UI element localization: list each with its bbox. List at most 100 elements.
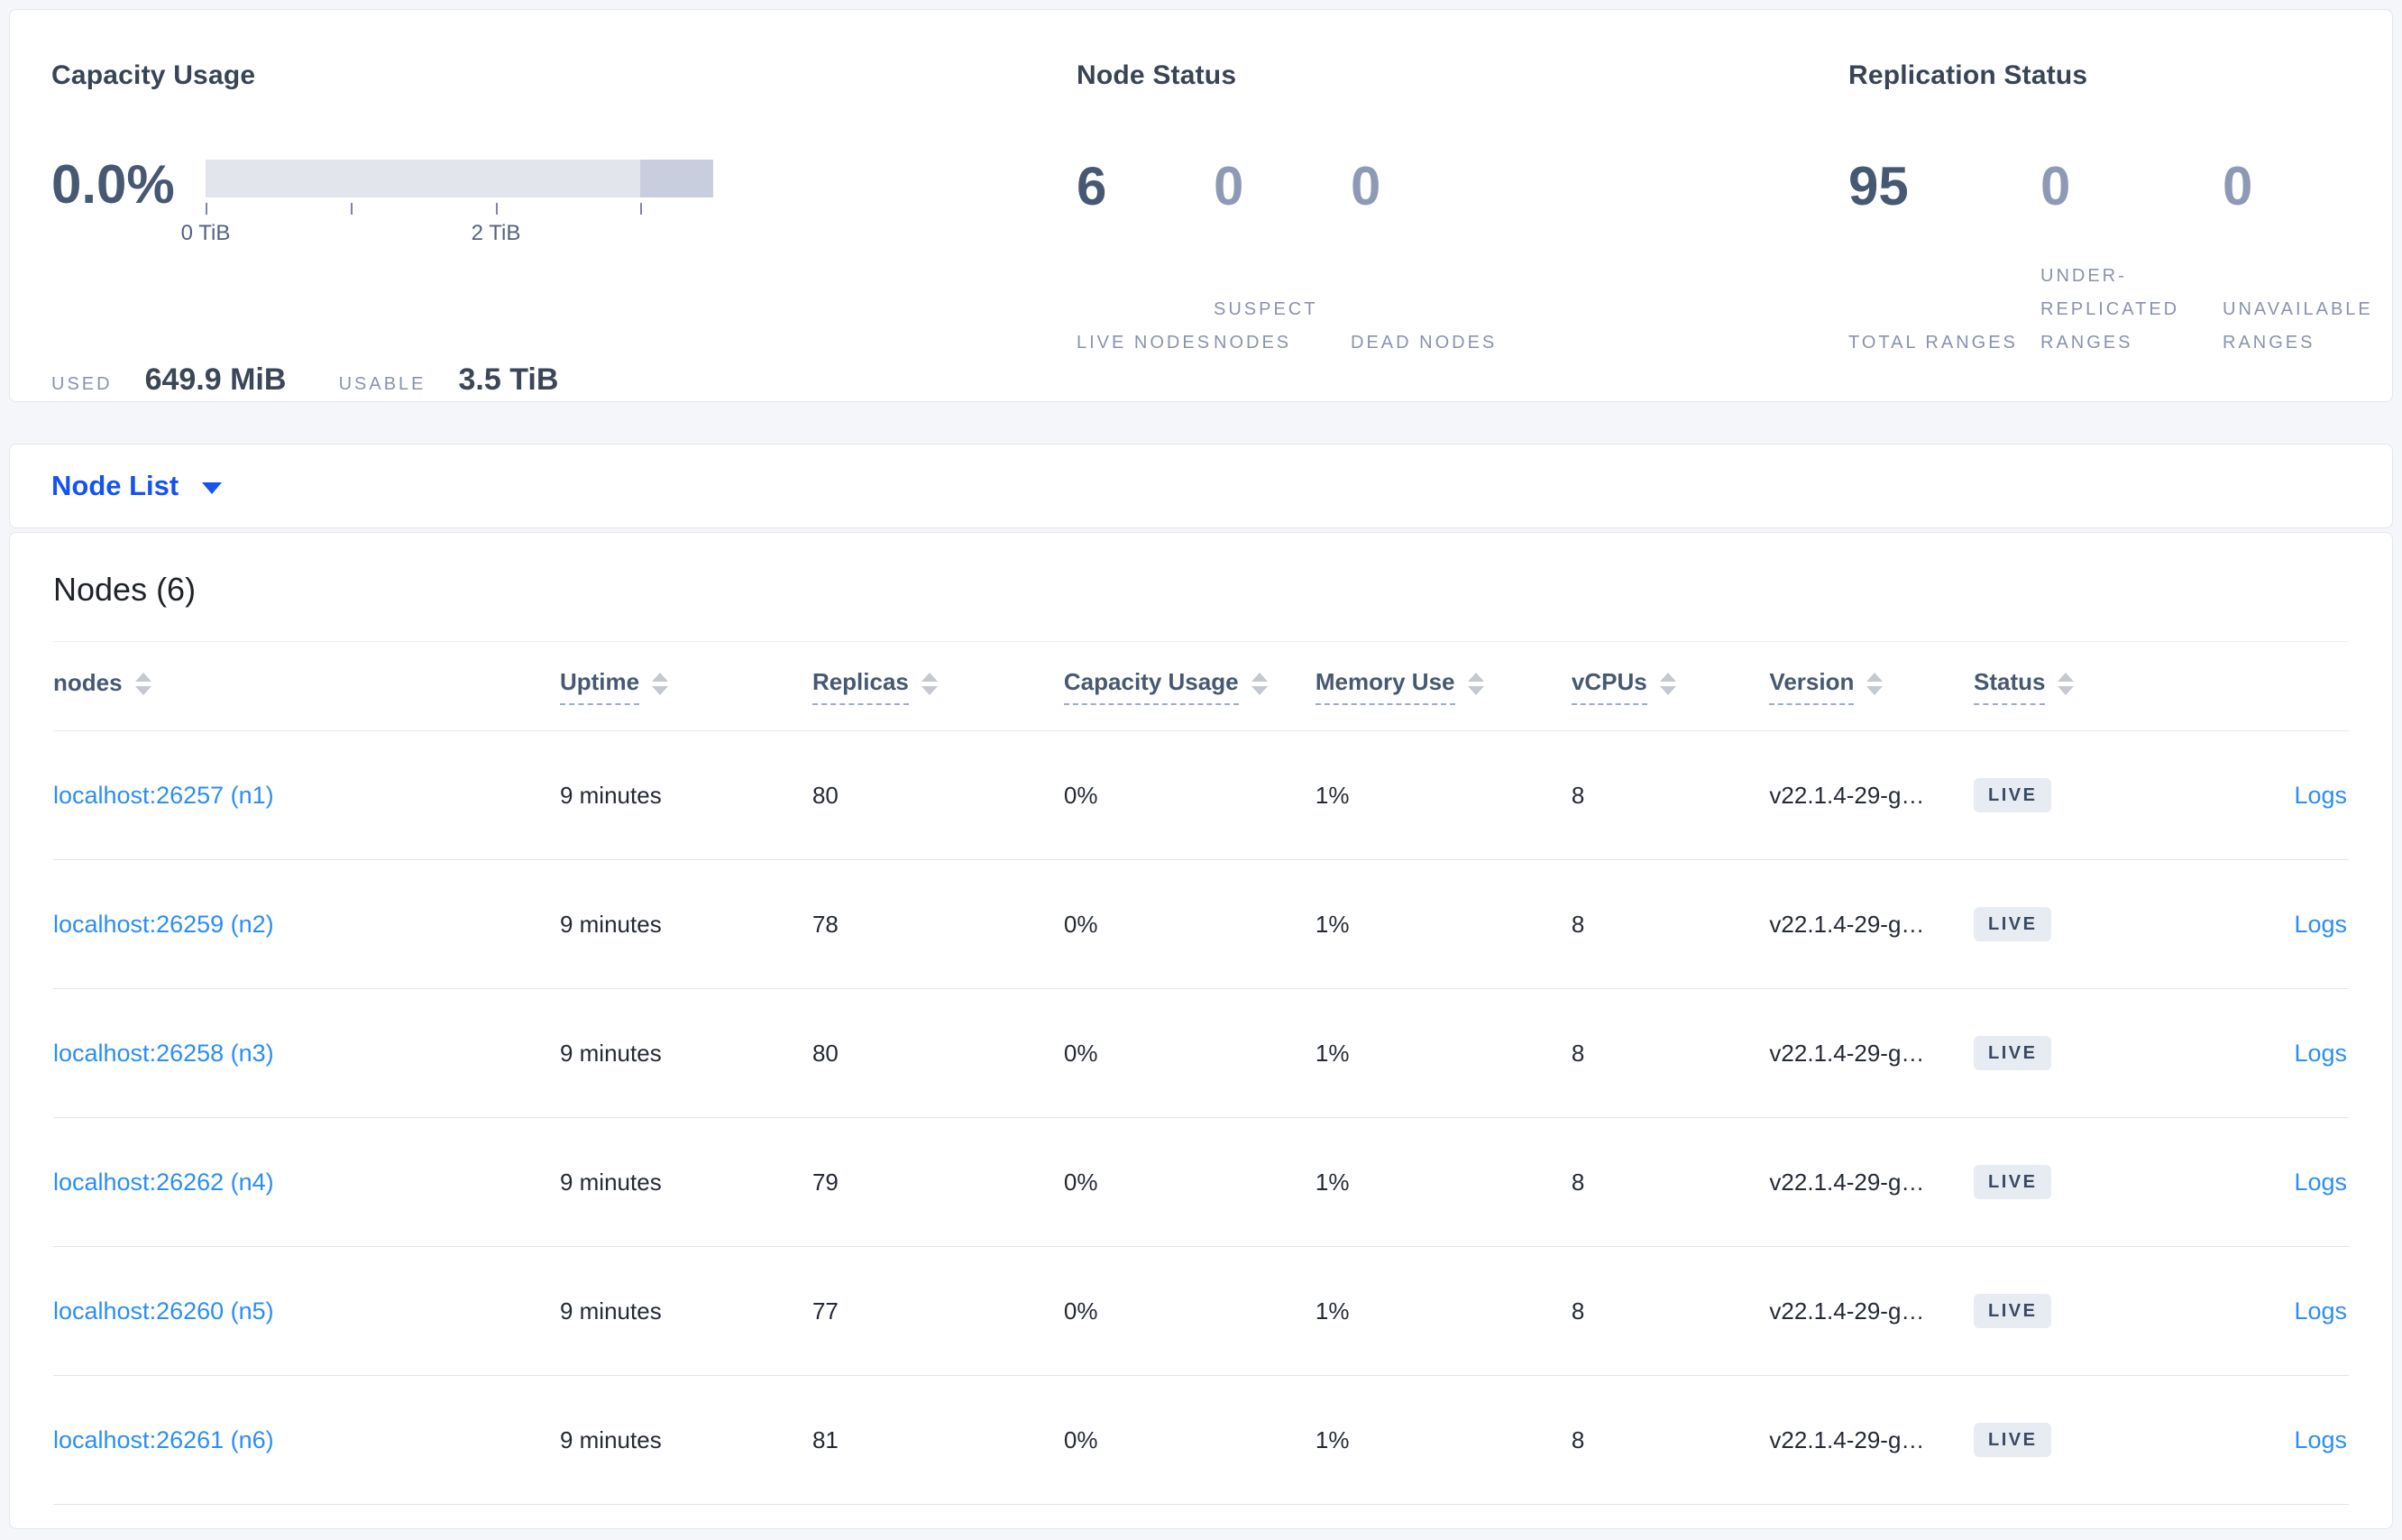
column-header-version[interactable]: Version [1769,641,1975,731]
table-row: localhost:26262 (n4) 9 minutes 79 0% 1% … [53,1117,2349,1247]
live-nodes-stat: 6 LIVE NODES [1077,160,1214,360]
capacity-axis-labels: 0 TiB 2 TiB [181,221,713,246]
node-address-link[interactable]: localhost:26260 (n5) [53,1297,274,1325]
node-status-title: Node Status [1077,60,1237,90]
replication-status-section: Replication Status 95 TOTAL RANGES 0 UND… [1848,10,2389,401]
dead-nodes-stat: 0 DEAD NODES [1351,160,1513,360]
total-ranges-stat: 95 TOTAL RANGES [1848,160,2040,360]
under-replicated-ranges-value: 0 [2040,156,2071,216]
table-row: localhost:26260 (n5) 9 minutes 77 0% 1% … [53,1246,2349,1376]
header-row: nodes Uptime Replicas Capacity Usage Memory … [53,641,2349,731]
status-badge: LIVE [1974,907,2052,941]
replicas-cell: 77 [811,1246,1064,1376]
node-status-section: Node Status 6 LIVE NODES 0 SUSPECT NODES… [1077,10,1816,401]
logs-link[interactable]: Logs [2294,1168,2347,1196]
version-cell: v22.1.4-29-g… [1769,1246,1975,1376]
under-replicated-ranges-stat: 0 UNDER-REPLICATED RANGES [2040,160,2223,360]
column-header-label: vCPUs [1571,668,1647,705]
logs-link[interactable]: Logs [2294,1039,2347,1067]
vcpus-cell: 8 [1571,988,1770,1118]
live-nodes-value: 6 [1077,156,1107,216]
vcpus-cell: 8 [1571,1375,1770,1505]
vcpus-cell: 8 [1571,1246,1770,1376]
suspect-nodes-label: SUSPECT NODES [1214,299,1318,353]
capacity-usage-section: Capacity Usage 0.0% 0 TiB 2 TiB USED 649.… [51,10,1043,401]
capacity-usage-cell: 0% [1063,1375,1316,1505]
version-cell: v22.1.4-29-g… [1769,730,1975,860]
column-header-capacity-usage[interactable]: Capacity Usage [1063,641,1316,731]
logs-link[interactable]: Logs [2294,910,2347,938]
uptime-cell: 9 minutes [559,1246,812,1376]
capacity-usage-cell: 0% [1063,1246,1316,1376]
version-cell: v22.1.4-29-g… [1769,1375,1975,1505]
replicas-cell: 79 [811,1117,1064,1247]
column-header-nodes[interactable]: nodes [53,641,560,731]
column-header-status[interactable]: Status [1974,641,2219,731]
replicas-cell: 81 [811,1375,1064,1505]
sort-icon[interactable] [1467,672,1484,695]
chevron-down-icon [202,481,223,494]
sort-icon[interactable] [1251,672,1268,695]
node-address-link[interactable]: localhost:26261 (n6) [53,1425,274,1453]
node-address-link[interactable]: localhost:26257 (n1) [53,781,274,809]
capacity-usage-title: Capacity Usage [51,60,256,90]
nodes-table: nodes Uptime Replicas Capacity Usage Memory … [53,641,2349,1505]
nodes-table-header: nodes Uptime Replicas Capacity Usage Memory … [53,641,2349,731]
node-address-link[interactable]: localhost:26262 (n4) [53,1168,274,1196]
table-row: localhost:26258 (n3) 9 minutes 80 0% 1% … [53,988,2349,1118]
dead-nodes-label: DEAD NODES [1351,333,1498,353]
column-header-label: Uptime [559,668,640,705]
status-badge: LIVE [1974,1294,2052,1328]
status-badge: LIVE [1974,778,2052,812]
uptime-cell: 9 minutes [559,1375,812,1505]
node-list-dropdown-label: Node List [51,470,179,501]
vcpus-cell: 8 [1571,859,1770,989]
sort-icon[interactable] [2058,672,2075,695]
column-header-replicas[interactable]: Replicas [811,641,1064,731]
status-badge: LIVE [1974,1423,2052,1457]
sort-icon[interactable] [921,672,938,695]
sort-icon[interactable] [652,672,669,695]
replicas-cell: 80 [811,730,1064,860]
axis-tick [639,203,642,215]
sort-icon[interactable] [1659,672,1676,695]
cluster-summary-panel: Capacity Usage 0.0% 0 TiB 2 TiB USED 649.… [9,9,2393,402]
column-header-label: Capacity Usage [1063,668,1239,705]
column-header-uptime[interactable]: Uptime [559,641,812,731]
sort-icon[interactable] [1866,672,1884,695]
suspect-nodes-value: 0 [1214,156,1244,216]
logs-link[interactable]: Logs [2294,1297,2347,1325]
axis-tick [496,203,499,215]
column-header-memory-use[interactable]: Memory Use [1315,641,1572,731]
axis-tick [206,203,207,215]
total-ranges-value: 95 [1848,156,1909,216]
node-list-dropdown[interactable]: Node List [51,470,223,502]
status-badge: LIVE [1974,1036,2052,1070]
view-selector-panel: Node List [9,444,2393,528]
table-row: localhost:26259 (n2) 9 minutes 78 0% 1% … [53,859,2349,989]
column-header-empty [2218,641,2349,731]
version-cell: v22.1.4-29-g… [1769,859,1975,989]
used-label: USED [51,374,113,394]
unavailable-ranges-label: UNAVAILABLE RANGES [2223,299,2373,353]
uptime-cell: 9 minutes [559,1117,812,1247]
sort-icon[interactable] [134,672,151,695]
capacity-gauge-bar [206,160,713,197]
memory-use-cell: 1% [1315,730,1572,860]
node-address-link[interactable]: localhost:26258 (n3) [53,1039,274,1067]
logs-link[interactable]: Logs [2294,1425,2347,1453]
memory-use-cell: 1% [1315,1117,1572,1247]
memory-use-cell: 1% [1315,1375,1572,1505]
logs-link[interactable]: Logs [2294,781,2347,809]
column-header-vcpus[interactable]: vCPUs [1571,641,1770,731]
used-value: 649.9 MiB [144,362,287,397]
vcpus-cell: 8 [1571,730,1770,860]
capacity-used-percent: 0.0% [51,154,175,215]
replication-status-title: Replication Status [1848,60,2088,90]
node-address-link[interactable]: localhost:26259 (n2) [53,910,274,938]
column-header-label: Replicas [811,668,909,705]
capacity-gauge-tail-segment [639,160,713,197]
memory-use-cell: 1% [1315,988,1572,1118]
capacity-usage-cell: 0% [1063,1117,1316,1247]
